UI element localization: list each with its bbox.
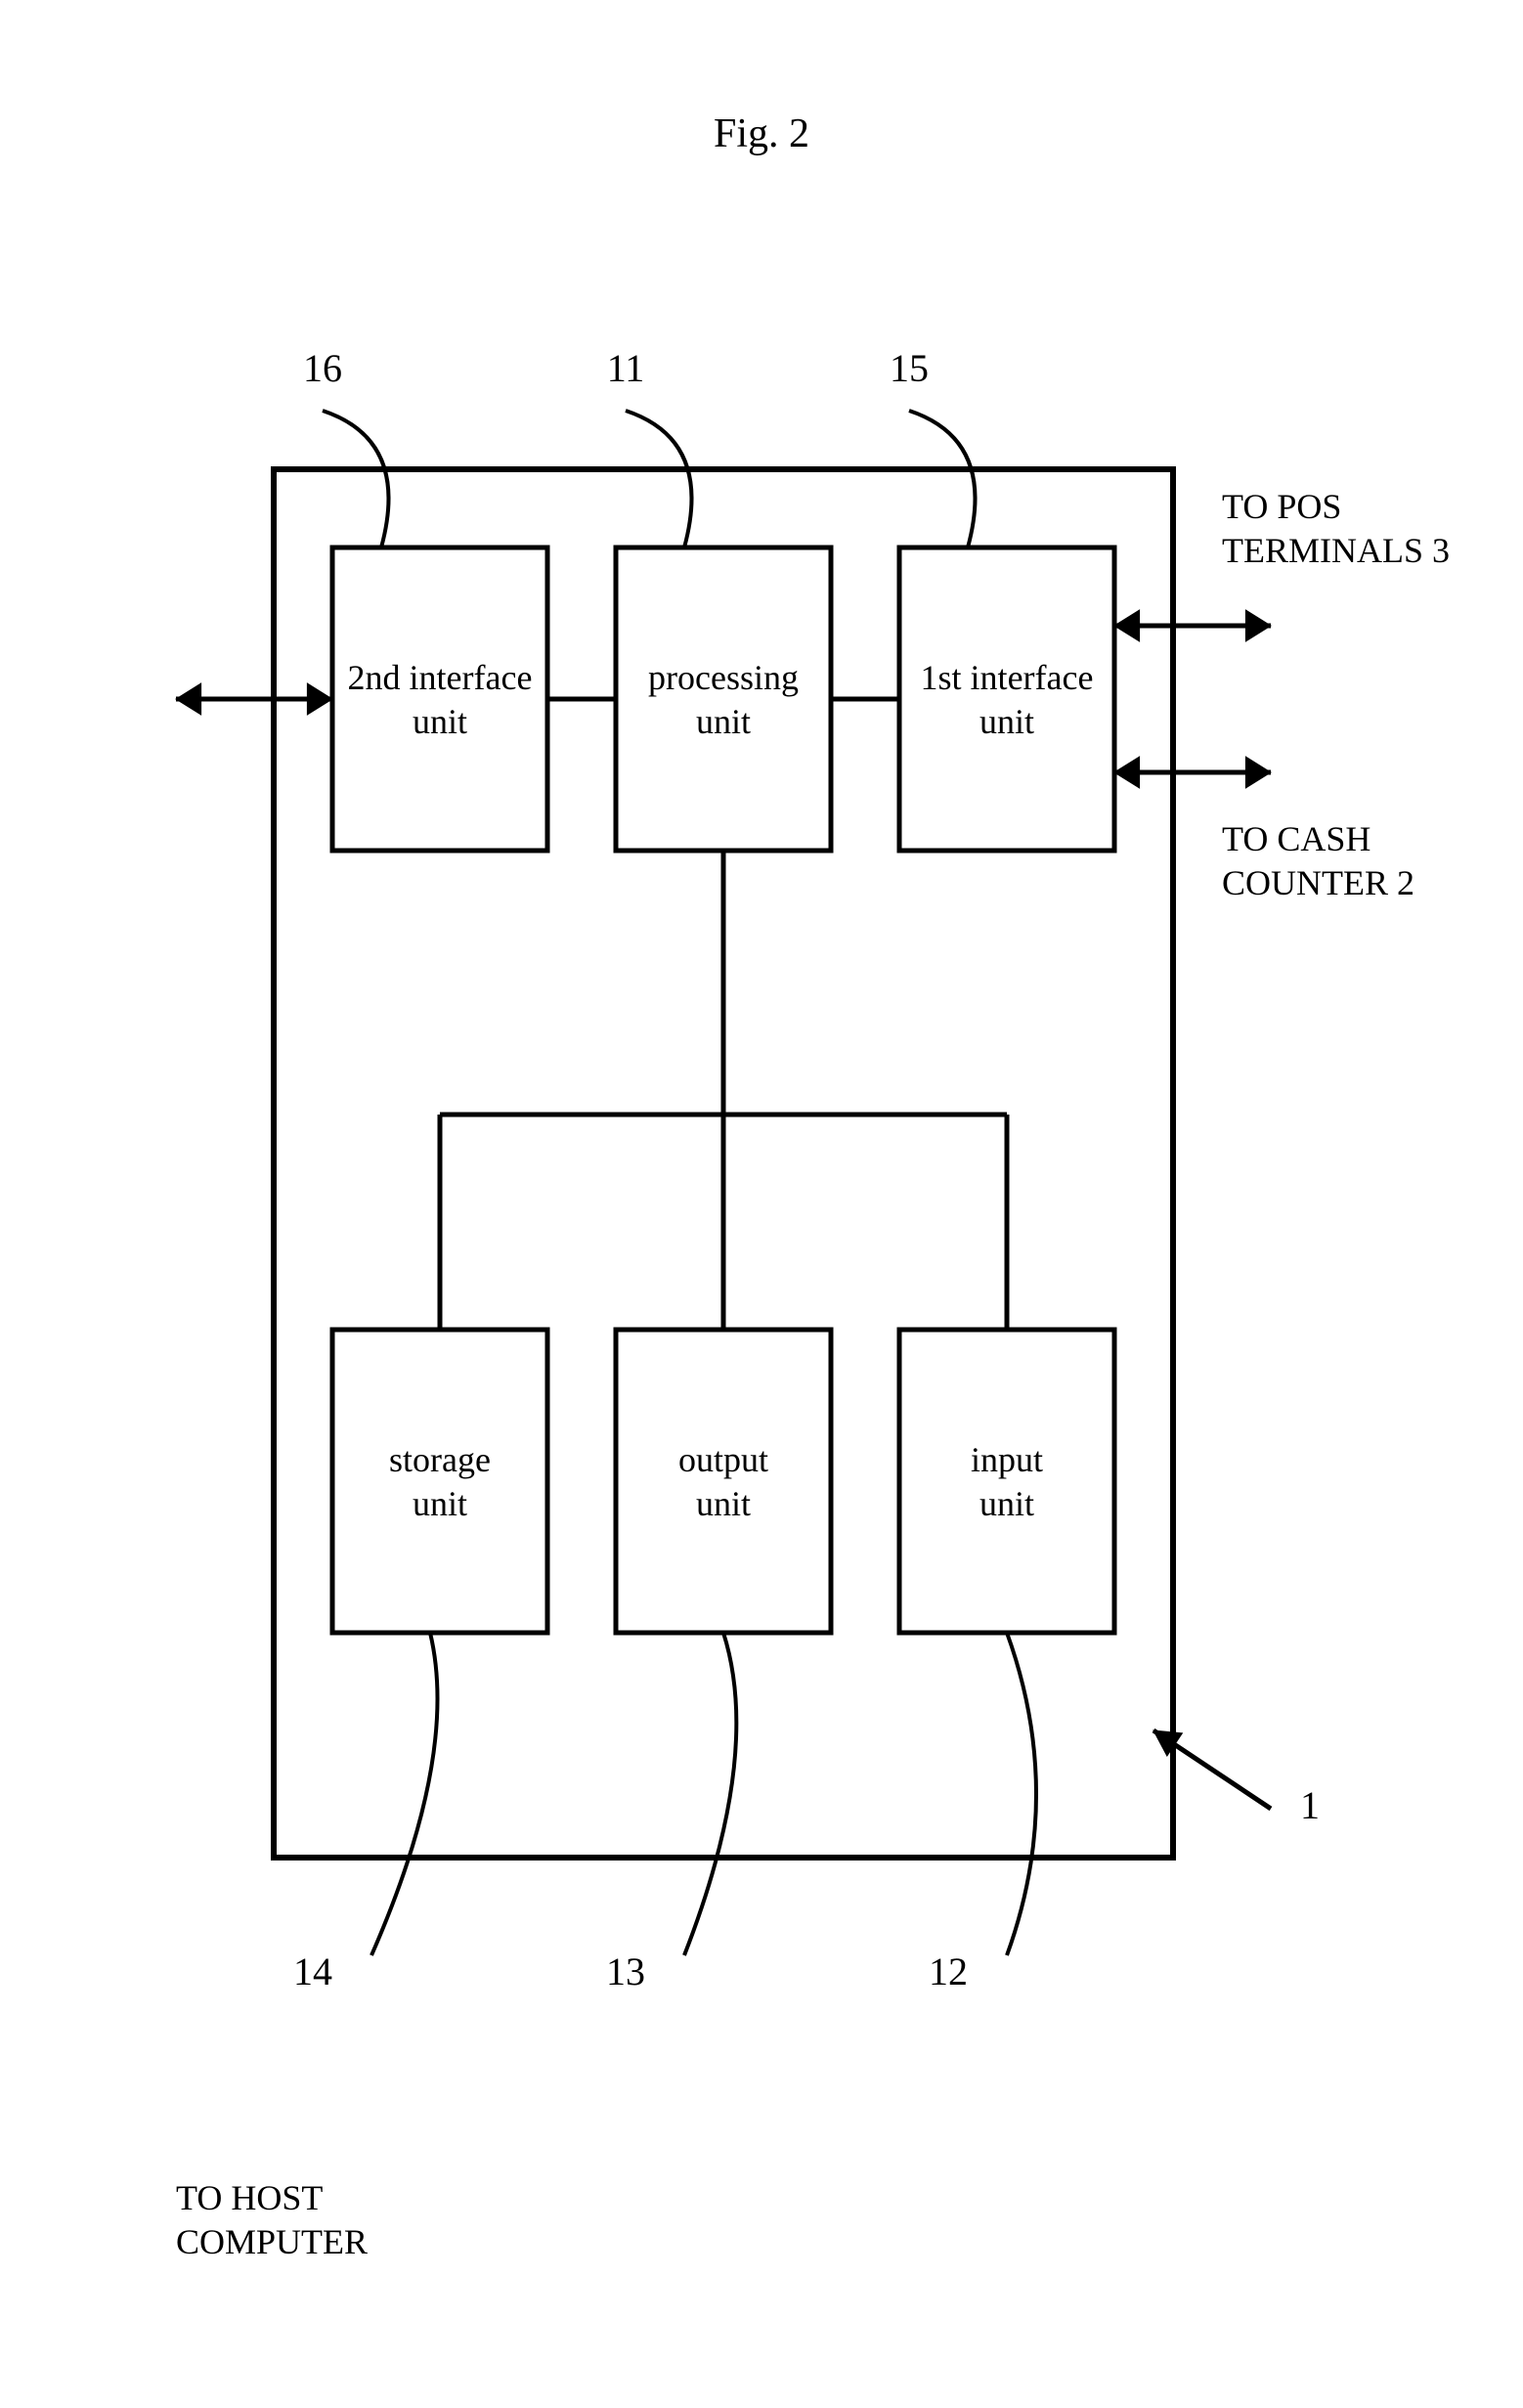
storage-label: storage [389,1440,491,1479]
first_if-box [899,547,1114,851]
figure-title: Fig. 2 [714,111,809,156]
second_if-box [332,547,547,851]
input-box [899,1330,1114,1633]
input-ref-number: 12 [929,1949,968,1993]
output-ref-number: 13 [606,1949,645,1993]
system-ref-number: 1 [1300,1783,1320,1827]
input-label: input [971,1440,1043,1479]
storage-ref-number: 14 [293,1949,332,1993]
arrow-head-icon [176,683,201,715]
second_if-ref-number: 16 [303,346,342,390]
storage-label: unit [413,1484,467,1523]
input-label: unit [979,1484,1034,1523]
first_if-ref-number: 15 [890,346,929,390]
arrow-head-icon [1245,610,1271,641]
second_if-label: 2nd interface [348,658,533,697]
output-label: output [678,1440,768,1479]
pos-external-label: TERMINALS 3 [1222,531,1450,570]
processing-label: unit [696,702,751,741]
processing-box [616,547,831,851]
second_if-label: unit [413,702,467,741]
diagram-canvas: Fig. 2 2nd interface unit 16 processing unit 1… [0,0,1523,2408]
processing-ref-number: 11 [607,346,645,390]
first_if-label: unit [979,702,1034,741]
output-label: unit [696,1484,751,1523]
cash-external-label: TO CASH [1222,819,1371,858]
host-external-label: COMPUTER [176,2222,368,2261]
cash-external-label: COUNTER 2 [1222,863,1414,902]
processing-label: processing [648,658,799,697]
first_if-label: 1st interface [921,658,1094,697]
pos-external-label: TO POS [1222,487,1341,526]
output-box [616,1330,831,1633]
arrow-head-icon [1245,757,1271,788]
storage-box [332,1330,547,1633]
host-external-label: TO HOST [176,2178,323,2217]
